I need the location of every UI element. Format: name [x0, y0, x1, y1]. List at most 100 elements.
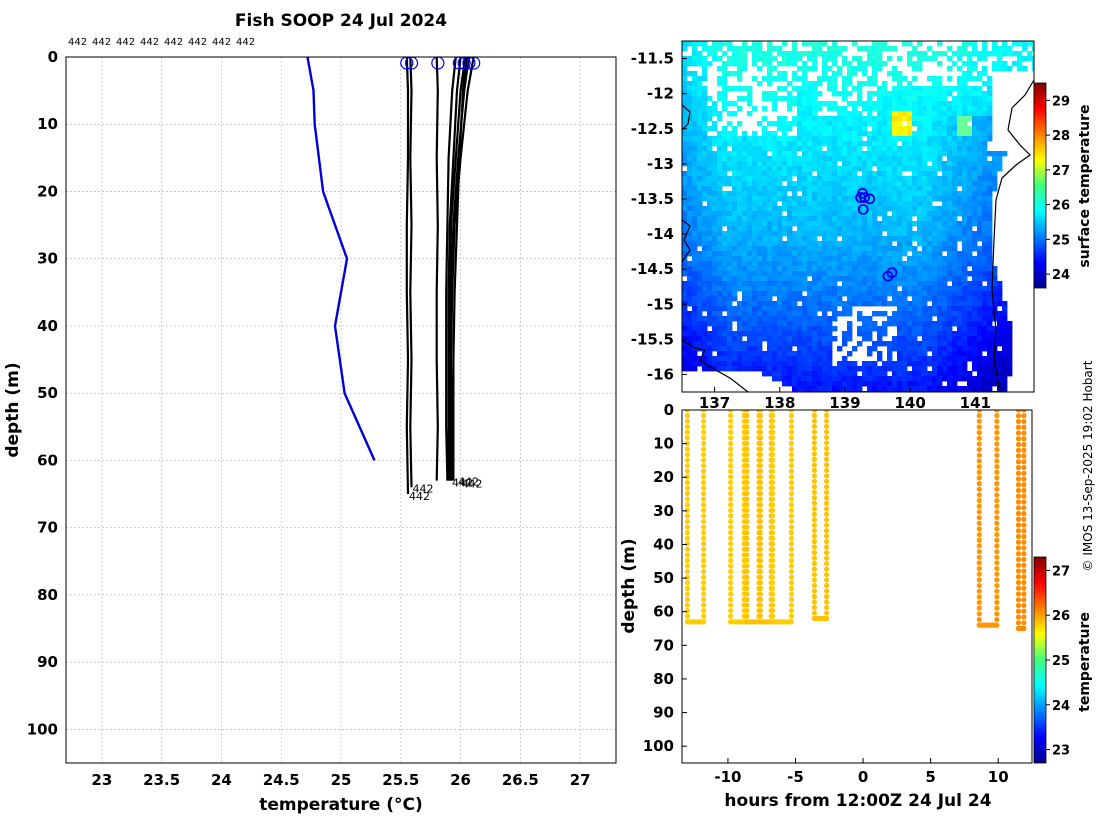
sst-cell — [842, 276, 848, 282]
sst-cell — [722, 106, 728, 112]
sst-cell — [992, 301, 998, 307]
sst-cell — [952, 221, 958, 227]
sst-cell — [962, 46, 968, 52]
x-tick-label: 24.5 — [263, 771, 300, 789]
cast-point — [744, 440, 750, 447]
sst-cell — [897, 291, 903, 297]
sst-cell — [997, 291, 1003, 297]
sst-cell — [767, 276, 773, 282]
sst-cell — [917, 111, 923, 117]
sst-cell — [847, 151, 853, 157]
sst-cell — [962, 141, 968, 147]
sst-cell — [772, 46, 778, 52]
cast-point — [994, 582, 1000, 589]
sst-cell — [862, 251, 868, 257]
sst-cell — [972, 341, 978, 347]
sst-cell — [722, 206, 728, 212]
sst-cell — [982, 116, 988, 122]
sst-cell — [762, 131, 768, 137]
sst-cell — [967, 216, 973, 222]
cast-point — [701, 479, 707, 486]
sst-cell — [867, 176, 873, 182]
sst-cell — [762, 176, 768, 182]
sst-cell — [812, 231, 818, 237]
sst-cell — [837, 361, 843, 367]
sst-cell — [727, 196, 733, 202]
sst-cell — [797, 171, 803, 177]
sst-cell — [887, 301, 893, 307]
sst-cell — [802, 351, 808, 357]
sst-cell — [957, 106, 963, 112]
sst-cell — [987, 331, 993, 337]
sst-cell — [902, 371, 908, 377]
sst-cell — [862, 336, 868, 342]
sst-cell — [712, 361, 718, 367]
sst-cell — [907, 146, 913, 152]
sst-cell — [822, 321, 828, 327]
sst-cell — [762, 291, 768, 297]
sst-cell — [767, 281, 773, 287]
sst-cell — [697, 261, 703, 267]
sst-cell — [767, 61, 773, 67]
sst-cell — [692, 96, 698, 102]
sst-cell — [832, 211, 838, 217]
sst-cell — [897, 251, 903, 257]
sst-cell — [802, 321, 808, 327]
sst-cell — [797, 366, 803, 372]
sst-cell — [867, 56, 873, 62]
sst-cell — [812, 301, 818, 307]
sst-cell — [707, 266, 713, 272]
sst-cell — [682, 71, 688, 77]
sst-cell — [717, 116, 723, 122]
sst-cell — [827, 201, 833, 207]
cast-point — [701, 619, 707, 625]
cast-point — [701, 585, 707, 591]
cast-point — [823, 478, 830, 484]
sst-cell — [897, 81, 903, 87]
depth-time-x-tick-label: 10 — [988, 768, 1009, 786]
sst-cell — [697, 121, 703, 127]
sst-cell — [767, 341, 773, 347]
sst-cell — [737, 266, 743, 272]
sst-cell — [832, 231, 838, 237]
sst-cell — [882, 46, 888, 52]
cast-point — [788, 451, 795, 458]
sst-cell — [1002, 371, 1008, 377]
cast-point — [1015, 539, 1022, 545]
sst-cell — [987, 121, 993, 127]
sst-cell — [927, 346, 933, 352]
sst-cell — [882, 281, 888, 287]
sst-cell — [827, 261, 833, 267]
sst-cell — [687, 321, 693, 327]
sst-cell — [852, 251, 858, 257]
sst-cell — [752, 181, 758, 187]
sst-cell — [737, 51, 743, 57]
sst-cell — [792, 356, 798, 362]
sst-cell — [927, 86, 933, 92]
cast-point — [744, 507, 750, 513]
sst-cell — [782, 231, 788, 237]
sst-cell — [872, 291, 878, 297]
sst-cell — [892, 301, 898, 307]
cast-point — [1015, 585, 1022, 591]
sst-cell — [902, 351, 908, 357]
sst-cell — [767, 76, 773, 82]
sst-cell — [767, 146, 773, 152]
sst-cell — [807, 366, 813, 372]
sst-cell — [857, 261, 863, 267]
sst-cell — [892, 151, 898, 157]
sst-cell — [932, 101, 938, 107]
sst-cell — [732, 221, 738, 227]
sst-cell — [917, 236, 923, 242]
sst-cell — [1017, 66, 1023, 72]
cast-point — [1015, 608, 1022, 614]
sst-cell — [852, 371, 858, 377]
cast-point — [994, 611, 1000, 617]
sst-cell — [972, 126, 978, 132]
sst-cell — [797, 386, 803, 392]
sst-cell — [732, 101, 738, 107]
sst-cell — [772, 156, 778, 162]
sst-cell — [932, 51, 938, 57]
sst-cell — [837, 251, 843, 257]
sst-cell — [802, 171, 808, 177]
